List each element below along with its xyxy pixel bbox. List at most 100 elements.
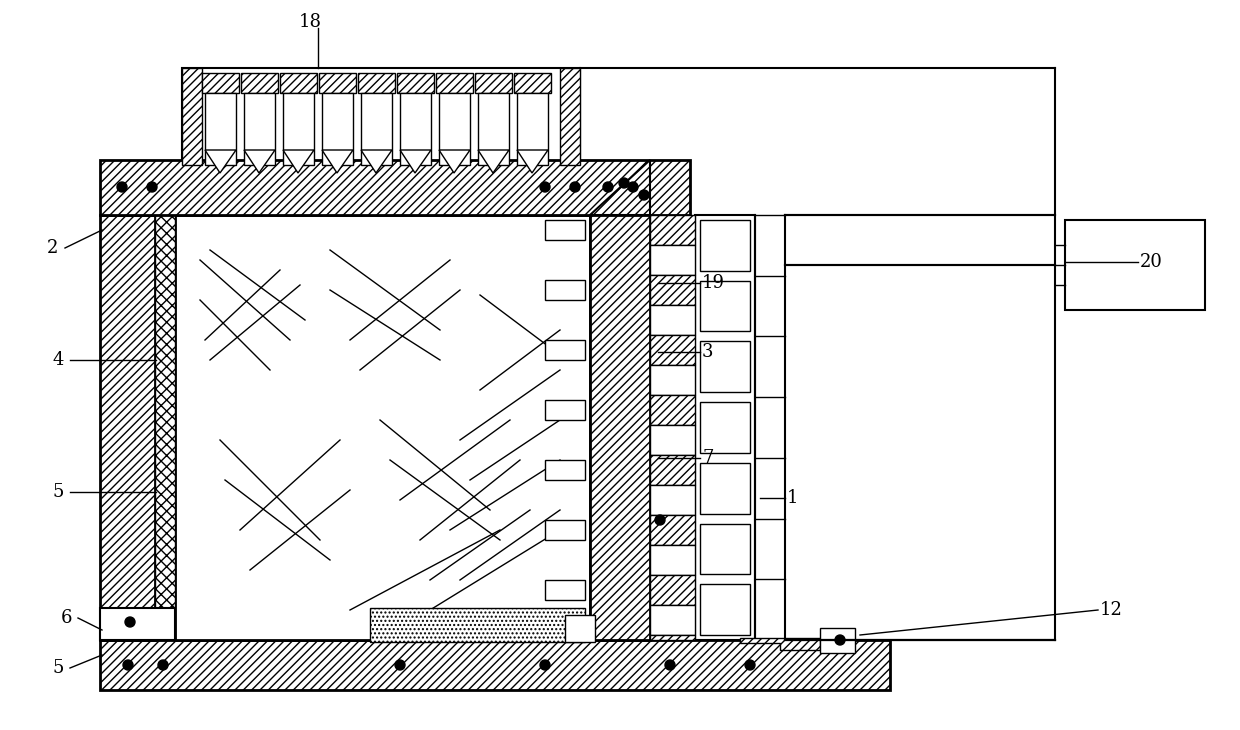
Bar — [650, 605, 694, 635]
Bar — [650, 485, 694, 515]
Text: 7: 7 — [702, 449, 713, 467]
Circle shape — [835, 635, 844, 645]
Bar — [546, 580, 585, 600]
Bar — [155, 215, 175, 640]
Polygon shape — [477, 150, 508, 173]
Bar — [650, 365, 694, 395]
Bar — [401, 93, 432, 165]
Bar — [546, 280, 585, 300]
Circle shape — [117, 182, 126, 192]
Bar — [650, 425, 694, 455]
Bar — [546, 340, 585, 360]
Circle shape — [603, 182, 613, 192]
Circle shape — [639, 190, 649, 200]
Bar — [182, 68, 580, 165]
Bar — [322, 93, 353, 165]
Bar — [202, 73, 239, 93]
Bar — [358, 73, 396, 93]
Bar — [1065, 220, 1205, 310]
Bar — [280, 73, 317, 93]
Bar — [650, 515, 694, 545]
Bar — [701, 523, 750, 575]
Bar — [650, 455, 694, 485]
Bar — [565, 615, 595, 642]
Circle shape — [539, 182, 551, 192]
Bar — [100, 160, 689, 215]
Text: 12: 12 — [1100, 601, 1123, 619]
Polygon shape — [740, 638, 820, 650]
Bar — [650, 275, 694, 305]
Bar — [175, 215, 590, 640]
Circle shape — [627, 182, 639, 192]
Bar — [701, 220, 750, 271]
Bar — [701, 584, 750, 635]
Bar — [477, 93, 508, 165]
Bar — [436, 73, 472, 93]
Text: 3: 3 — [702, 343, 713, 361]
Bar — [546, 520, 585, 540]
Polygon shape — [244, 150, 275, 173]
Text: 2: 2 — [47, 239, 58, 257]
Circle shape — [619, 178, 629, 188]
Bar — [560, 68, 580, 165]
Circle shape — [157, 660, 167, 670]
Bar — [397, 73, 434, 93]
Text: 4: 4 — [52, 351, 64, 369]
Bar — [361, 93, 392, 165]
Bar — [701, 402, 750, 453]
Bar — [701, 463, 750, 514]
Circle shape — [665, 660, 675, 670]
Bar — [650, 575, 694, 605]
Circle shape — [396, 660, 405, 670]
Bar — [650, 245, 694, 275]
Bar — [701, 281, 750, 331]
Circle shape — [148, 182, 157, 192]
Bar — [475, 73, 512, 93]
Bar — [283, 93, 314, 165]
Bar — [515, 73, 551, 93]
Bar — [546, 460, 585, 480]
Polygon shape — [283, 150, 314, 173]
Bar — [244, 93, 275, 165]
Text: 19: 19 — [702, 274, 725, 292]
Bar — [202, 73, 560, 165]
Polygon shape — [517, 150, 548, 173]
Bar — [590, 215, 650, 640]
Bar — [694, 215, 755, 640]
Bar — [319, 73, 356, 93]
Text: 20: 20 — [1140, 253, 1163, 271]
Bar — [820, 628, 856, 653]
Polygon shape — [361, 150, 392, 173]
Circle shape — [123, 660, 133, 670]
Polygon shape — [439, 150, 470, 173]
Bar — [650, 395, 694, 425]
Text: 5: 5 — [52, 659, 64, 677]
Bar — [650, 215, 694, 245]
Bar — [100, 640, 890, 690]
Bar — [650, 545, 694, 575]
Bar — [241, 73, 278, 93]
Polygon shape — [205, 150, 236, 173]
Polygon shape — [322, 150, 353, 173]
Circle shape — [745, 660, 755, 670]
Text: 18: 18 — [299, 13, 321, 31]
Bar — [650, 305, 694, 335]
Circle shape — [125, 617, 135, 627]
Bar — [100, 608, 175, 640]
Circle shape — [539, 660, 551, 670]
Polygon shape — [401, 150, 432, 173]
Bar — [650, 335, 694, 365]
Text: 5: 5 — [52, 483, 64, 501]
Text: 6: 6 — [61, 609, 72, 627]
Bar — [439, 93, 470, 165]
Bar — [546, 400, 585, 420]
Bar — [182, 68, 202, 165]
Bar — [370, 608, 585, 642]
Circle shape — [570, 182, 580, 192]
Circle shape — [655, 515, 665, 525]
Bar — [205, 93, 236, 165]
Bar — [650, 635, 694, 640]
Bar — [100, 215, 155, 640]
Text: 1: 1 — [787, 489, 799, 507]
Bar — [701, 342, 750, 392]
